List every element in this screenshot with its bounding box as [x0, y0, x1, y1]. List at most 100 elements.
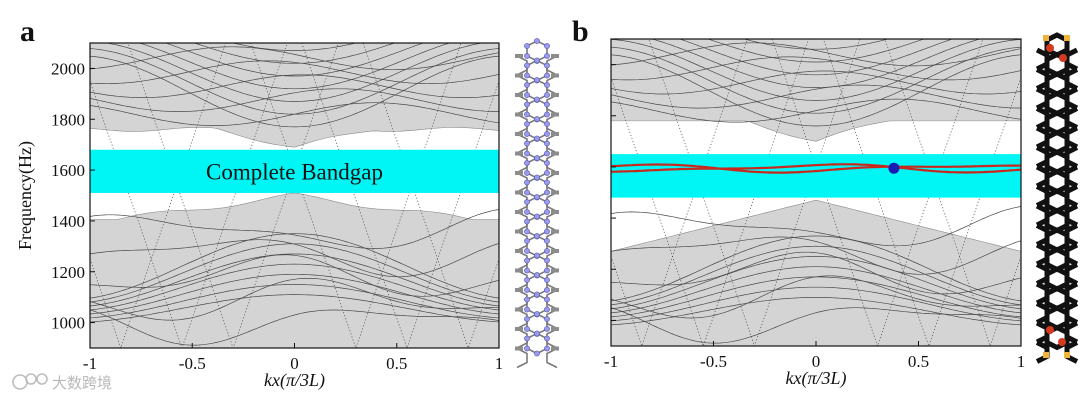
- upper-wavy-curve: [611, 56, 1021, 81]
- side-bar: [515, 327, 523, 331]
- lattice-node: [534, 311, 540, 317]
- side-bar: [551, 210, 559, 214]
- lattice-node: [534, 38, 540, 44]
- lattice-node: [534, 291, 540, 298]
- lattice-node: [524, 335, 530, 342]
- side-bar: [551, 268, 559, 273]
- upper-band-curve: [231, 43, 358, 51]
- upper-band-curve: [678, 39, 954, 76]
- edge-state-curve: [611, 163, 1021, 174]
- panel-letter-a: a: [20, 15, 35, 48]
- lattice-node: [534, 350, 540, 357]
- bandgap-region: [611, 154, 1021, 198]
- lattice-node: [524, 209, 530, 215]
- side-bar: [551, 190, 559, 195]
- upper-band-curve: [742, 39, 890, 50]
- lattice-node: [524, 277, 530, 283]
- lower-band-curve: [611, 245, 1021, 306]
- panel-b: -1 -0.5 0 0.5 1 kx(π/3L): [604, 38, 1025, 389]
- side-bar: [551, 112, 559, 117]
- lower-band-curve: [90, 263, 499, 311]
- side-bar: [515, 307, 523, 312]
- lattice-node: [534, 213, 540, 220]
- lattice-node: [534, 155, 540, 161]
- upper-wavy-curve: [611, 98, 1021, 123]
- lattice-node: [524, 345, 530, 352]
- lattice-node: [524, 287, 530, 293]
- lower-wavy-curve: [90, 209, 499, 249]
- upper-wavy-curve: [611, 70, 1021, 95]
- lattice-node: [544, 306, 550, 313]
- upper-band-curve: [90, 55, 499, 128]
- lattice-node: [544, 72, 550, 79]
- lattice-node: [544, 218, 550, 225]
- side-bar: [551, 171, 559, 175]
- dispersion-curves: [90, 43, 499, 348]
- watermark-text: 大数跨境: [52, 374, 112, 392]
- panel-letter-b: b: [572, 15, 589, 48]
- plot-area: [90, 43, 499, 348]
- side-bar: [551, 327, 559, 331]
- lattice-node: [544, 53, 550, 59]
- x-tick-label: 0.5: [908, 352, 929, 371]
- lattice-node: [524, 53, 530, 59]
- upper-band-curve: [611, 46, 1021, 114]
- upper-wavy-curve: [90, 88, 499, 112]
- lattice-node: [544, 82, 550, 88]
- end-cap: [1043, 352, 1049, 358]
- lattice-bond: [1044, 285, 1070, 312]
- lattice-node: [524, 121, 530, 127]
- edge-state-curves: [611, 163, 1021, 174]
- lattice-node: [534, 252, 540, 259]
- y-tick-label: 1000: [51, 314, 85, 333]
- x-tick-label: 0: [812, 352, 821, 371]
- lower-band-curve: [90, 253, 499, 307]
- dotted-branch: [90, 43, 288, 348]
- lattice-bond: [546, 347, 558, 369]
- dotted-branch: [90, 43, 227, 348]
- lattice-node: [544, 92, 550, 98]
- lattice-node: [534, 77, 540, 83]
- lower-wavy-curve: [90, 277, 499, 321]
- upper-band-curve: [650, 39, 982, 88]
- lower-band-curve: [611, 286, 1021, 322]
- lattice-node: [524, 228, 530, 235]
- lattice-node: [544, 199, 550, 205]
- y-tick-label: 1800: [51, 110, 85, 129]
- side-bar: [515, 151, 523, 156]
- lattice-node: [524, 316, 530, 322]
- side-bar: [515, 54, 523, 58]
- x-tick-label: 1: [495, 354, 504, 373]
- lower-wavy-curve: [90, 239, 499, 278]
- lattice-bond: [1044, 149, 1070, 175]
- upper-wavy-curve: [90, 102, 499, 126]
- lattice-node: [524, 140, 530, 147]
- side-bar: [551, 249, 559, 253]
- lattice-node: [524, 296, 530, 303]
- lower-band-curve: [611, 266, 1021, 314]
- lattice-node: [544, 335, 550, 342]
- side-bar: [515, 229, 523, 234]
- lattice-node: [544, 43, 550, 49]
- upper-band-curve: [611, 54, 1021, 127]
- edge-state-curve: [611, 163, 1021, 174]
- lattice-bond: [1044, 246, 1070, 273]
- edge-state-marker: [888, 162, 900, 174]
- lattice-node: [544, 277, 550, 283]
- lower-band-curve: [90, 294, 499, 323]
- plot-area: [611, 39, 1021, 346]
- side-bar: [551, 229, 559, 234]
- lattice-node: [524, 72, 530, 79]
- lattice-bond: [516, 347, 528, 369]
- x-axis-label: kx(π/3L): [264, 370, 325, 391]
- lower-band-curve: [611, 297, 1021, 326]
- x-tick-label: -0.5: [179, 354, 206, 373]
- x-axis-label: kx(π/3L): [786, 368, 847, 389]
- lattice-node: [544, 170, 550, 176]
- panel-a: -1 -0.5 0 0.5 1 1000 1200 1400 1600 1800 2000 kx(π/…: [15, 42, 504, 391]
- side-bar: [515, 93, 523, 97]
- lower-band-curve: [90, 233, 499, 299]
- lattice-bond: [1044, 266, 1070, 292]
- lattice-node: [524, 131, 530, 137]
